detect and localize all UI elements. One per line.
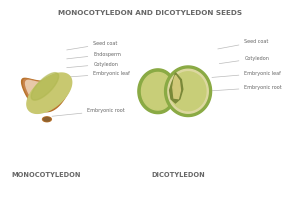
Polygon shape [27,73,72,113]
Polygon shape [173,75,180,99]
Text: Cotyledon: Cotyledon [67,62,118,68]
Text: Embryonic root: Embryonic root [52,108,125,116]
Ellipse shape [43,117,51,122]
Polygon shape [165,66,212,117]
Polygon shape [168,69,208,113]
Text: Endosperm: Endosperm [67,52,121,59]
Text: Seed coat: Seed coat [218,39,269,49]
Text: MONOCOTYLEDON: MONOCOTYLEDON [12,172,81,178]
Text: Seed coat: Seed coat [67,41,118,50]
Polygon shape [170,72,206,111]
Polygon shape [31,73,58,100]
Polygon shape [138,69,176,114]
Text: MONOCOTYLEDON AND DICOTYLEDON SEEDS: MONOCOTYLEDON AND DICOTYLEDON SEEDS [58,10,243,16]
Polygon shape [142,72,172,110]
Text: Embryonic leaf: Embryonic leaf [62,71,130,77]
Polygon shape [43,97,56,111]
Text: Embryonic leaf: Embryonic leaf [212,71,281,77]
Text: Embryonic root: Embryonic root [208,85,282,91]
Polygon shape [23,79,69,110]
Polygon shape [169,73,183,103]
Text: Cotyledon: Cotyledon [219,56,269,64]
Text: DICOTYLEDON: DICOTYLEDON [152,172,205,178]
Polygon shape [22,78,71,112]
Ellipse shape [44,118,50,121]
Polygon shape [26,80,67,108]
